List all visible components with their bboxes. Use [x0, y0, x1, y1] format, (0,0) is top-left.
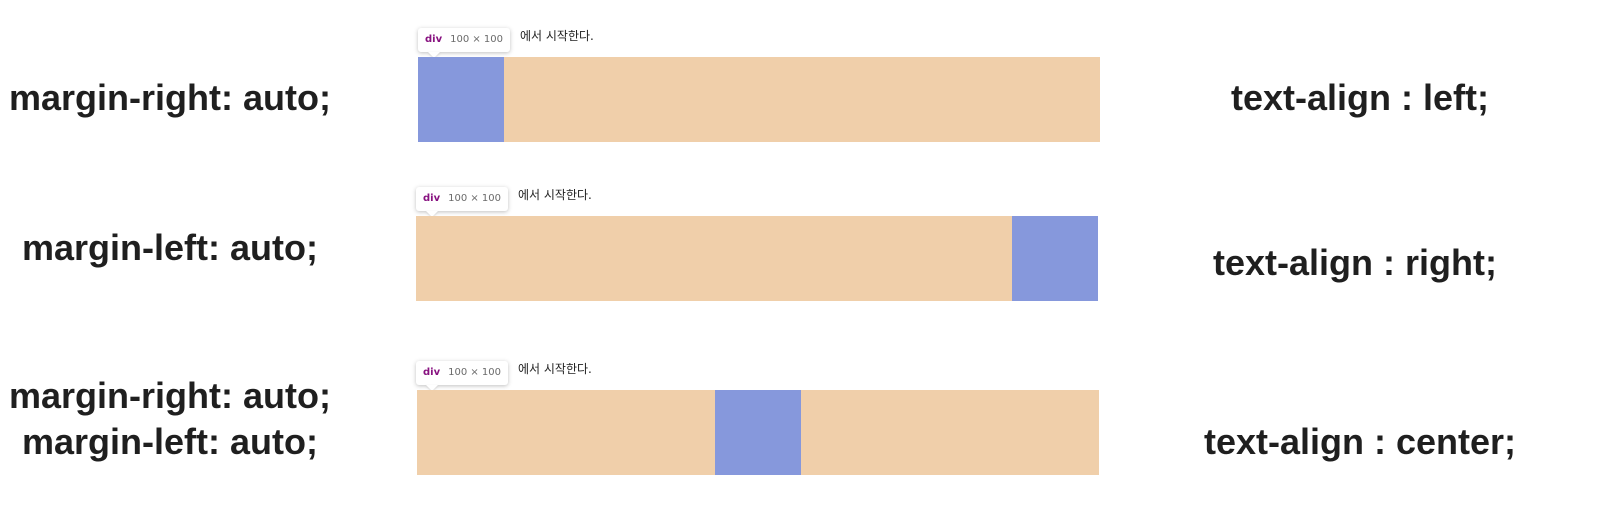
margin-label-row3-line2: margin-left: auto; — [22, 421, 318, 462]
tooltip-dims: 100 × 100 — [450, 34, 504, 45]
caption-row3: 에서 시작한다. — [518, 362, 592, 376]
tooltip-tag: div — [423, 193, 441, 204]
caption-row1: 에서 시작한다. — [520, 29, 594, 43]
box-right-aligned — [1012, 216, 1098, 301]
margin-label-row3-line1: margin-right: auto; — [9, 375, 331, 416]
tooltip-tag: div — [425, 34, 443, 45]
container-bar-row2 — [416, 216, 1098, 301]
container-bar-row1 — [418, 57, 1100, 142]
caption-row2: 에서 시작한다. — [518, 188, 592, 202]
box-center-aligned — [715, 390, 801, 475]
box-left-aligned — [418, 57, 504, 142]
container-bar-row3 — [417, 390, 1099, 475]
text-align-label-row1: text-align : left; — [1231, 77, 1489, 118]
element-tooltip-row2: div 100 × 100 — [416, 187, 509, 211]
tooltip-dims: 100 × 100 — [448, 193, 502, 204]
margin-label-row1: margin-right: auto; — [9, 77, 331, 118]
margin-label-row2: margin-left: auto; — [22, 227, 318, 268]
text-align-label-row3: text-align : center; — [1203, 421, 1517, 462]
element-tooltip-row1: div 100 × 100 — [418, 28, 511, 52]
tooltip-tag: div — [423, 367, 441, 378]
tooltip-dims: 100 × 100 — [448, 367, 502, 378]
text-align-label-row2: text-align : right; — [1213, 242, 1497, 283]
element-tooltip-row3: div 100 × 100 — [416, 361, 509, 385]
